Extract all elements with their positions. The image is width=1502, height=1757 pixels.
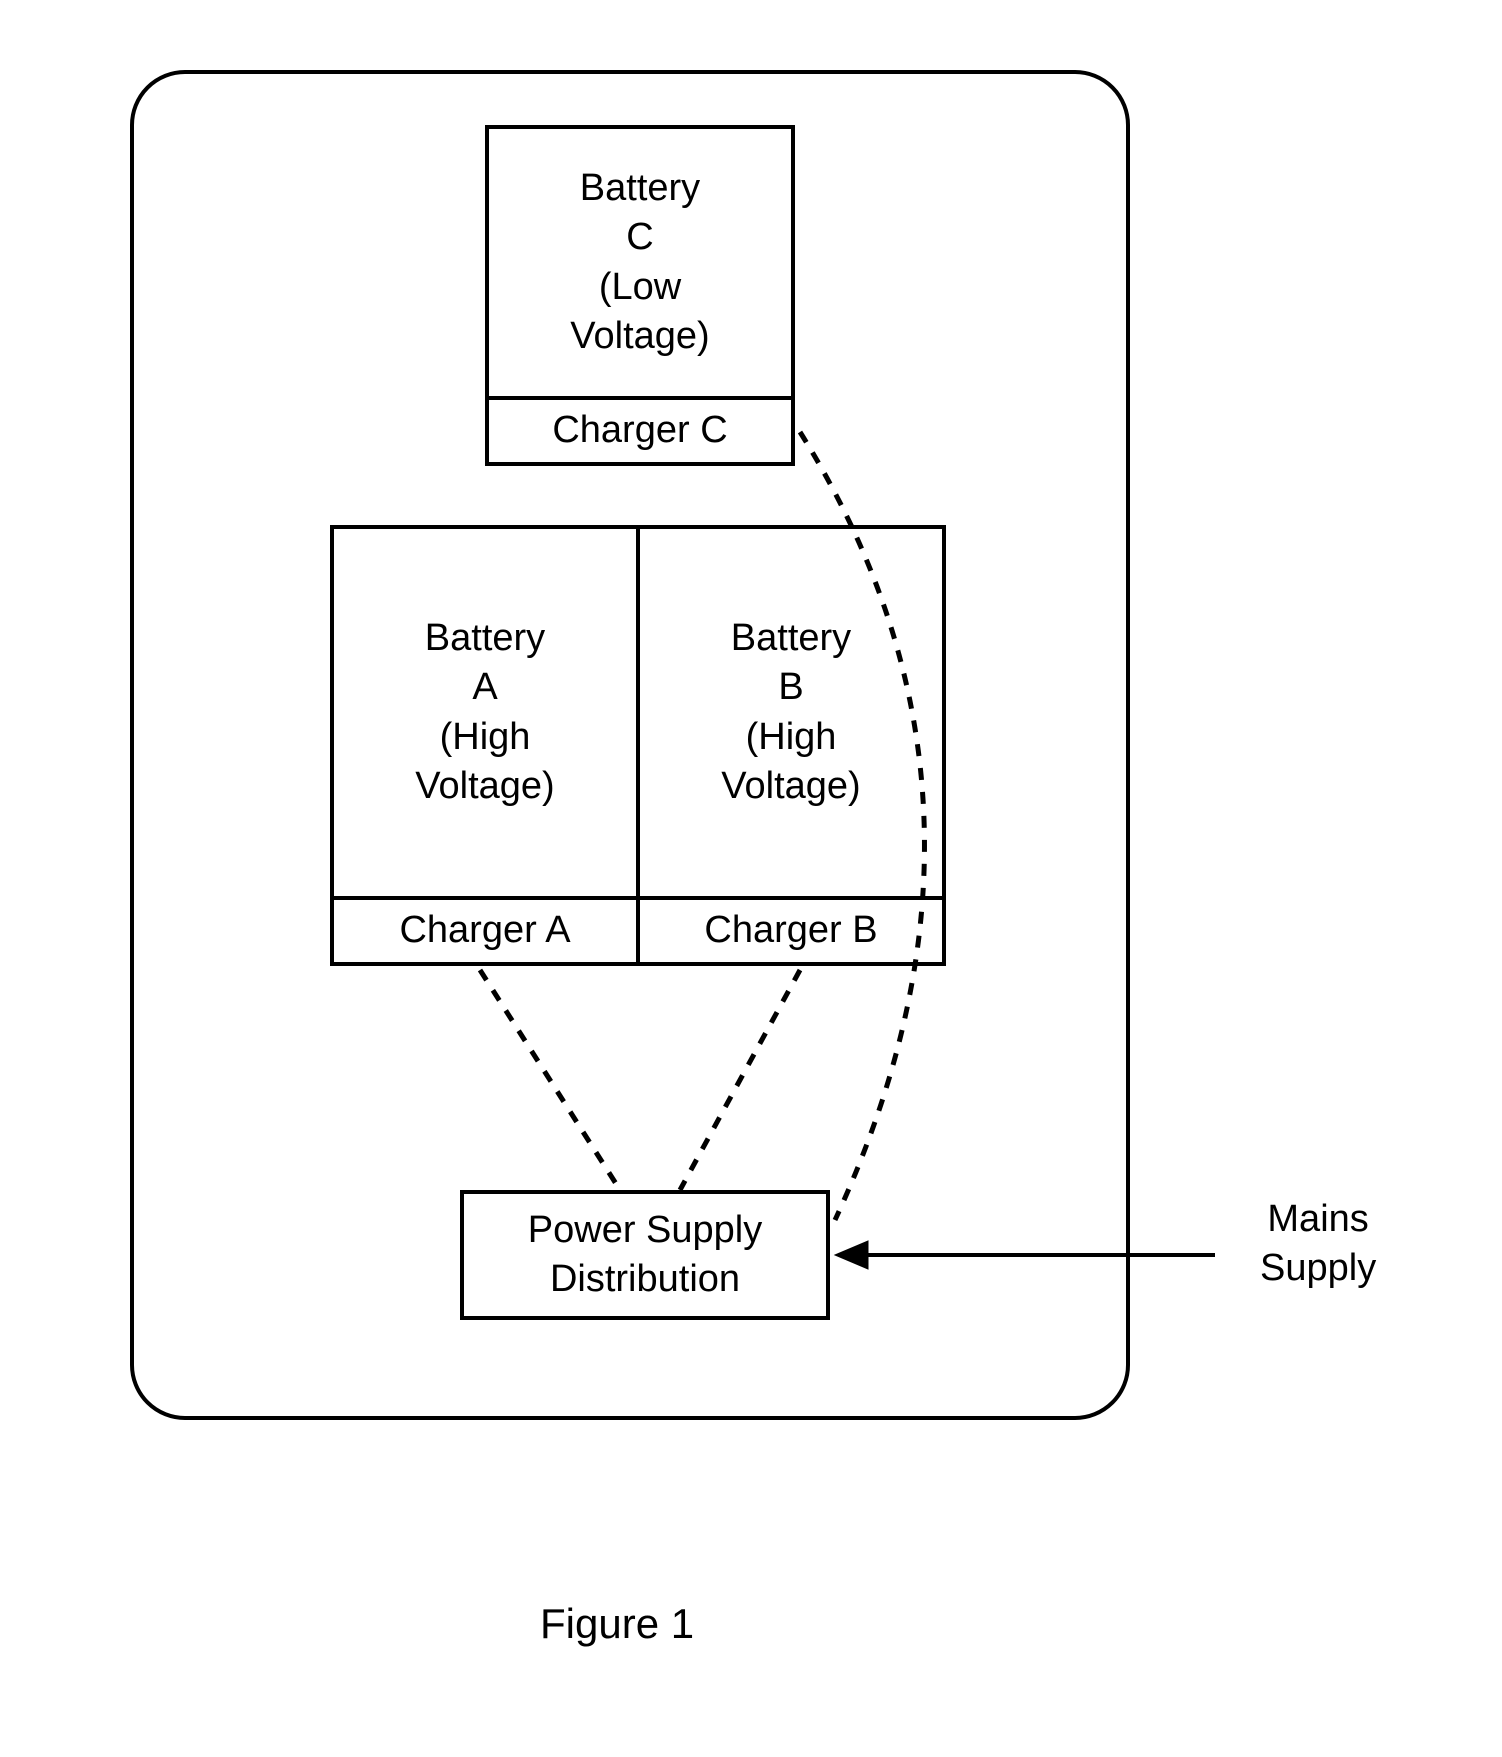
battery-c-label-3: (Low [599, 263, 681, 312]
charger-a-label: Charger A [399, 906, 570, 955]
battery-b-label-4: Voltage) [721, 762, 860, 811]
figure-caption: Figure 1 [540, 1600, 694, 1648]
battery-b-label-2: B [778, 663, 803, 712]
battery-b-label-1: Battery [731, 614, 851, 663]
mains-supply-label: Mains Supply [1260, 1195, 1376, 1294]
mains-label-2: Supply [1260, 1244, 1376, 1293]
battery-b-label-3: (High [746, 713, 837, 762]
battery-b-box: Battery B (High Voltage) [636, 525, 946, 900]
battery-c-label-4: Voltage) [570, 312, 709, 361]
battery-a-label-1: Battery [425, 614, 545, 663]
power-supply-box: Power Supply Distribution [460, 1190, 830, 1320]
charger-c-label: Charger C [552, 406, 727, 455]
mains-label-1: Mains [1260, 1195, 1376, 1244]
charger-a-box: Charger A [330, 896, 640, 966]
battery-a-label-2: A [472, 663, 497, 712]
battery-c-label-1: Battery [580, 164, 700, 213]
charger-b-box: Charger B [636, 896, 946, 966]
battery-a-box: Battery A (High Voltage) [330, 525, 640, 900]
charger-c-box: Charger C [485, 396, 795, 466]
battery-a-label-4: Voltage) [415, 762, 554, 811]
battery-c-box: Battery C (Low Voltage) [485, 125, 795, 400]
battery-c-label-2: C [626, 213, 653, 262]
charger-b-label: Charger B [704, 906, 877, 955]
power-supply-label-2: Distribution [550, 1255, 740, 1304]
battery-a-label-3: (High [440, 713, 531, 762]
power-supply-label-1: Power Supply [528, 1206, 762, 1255]
